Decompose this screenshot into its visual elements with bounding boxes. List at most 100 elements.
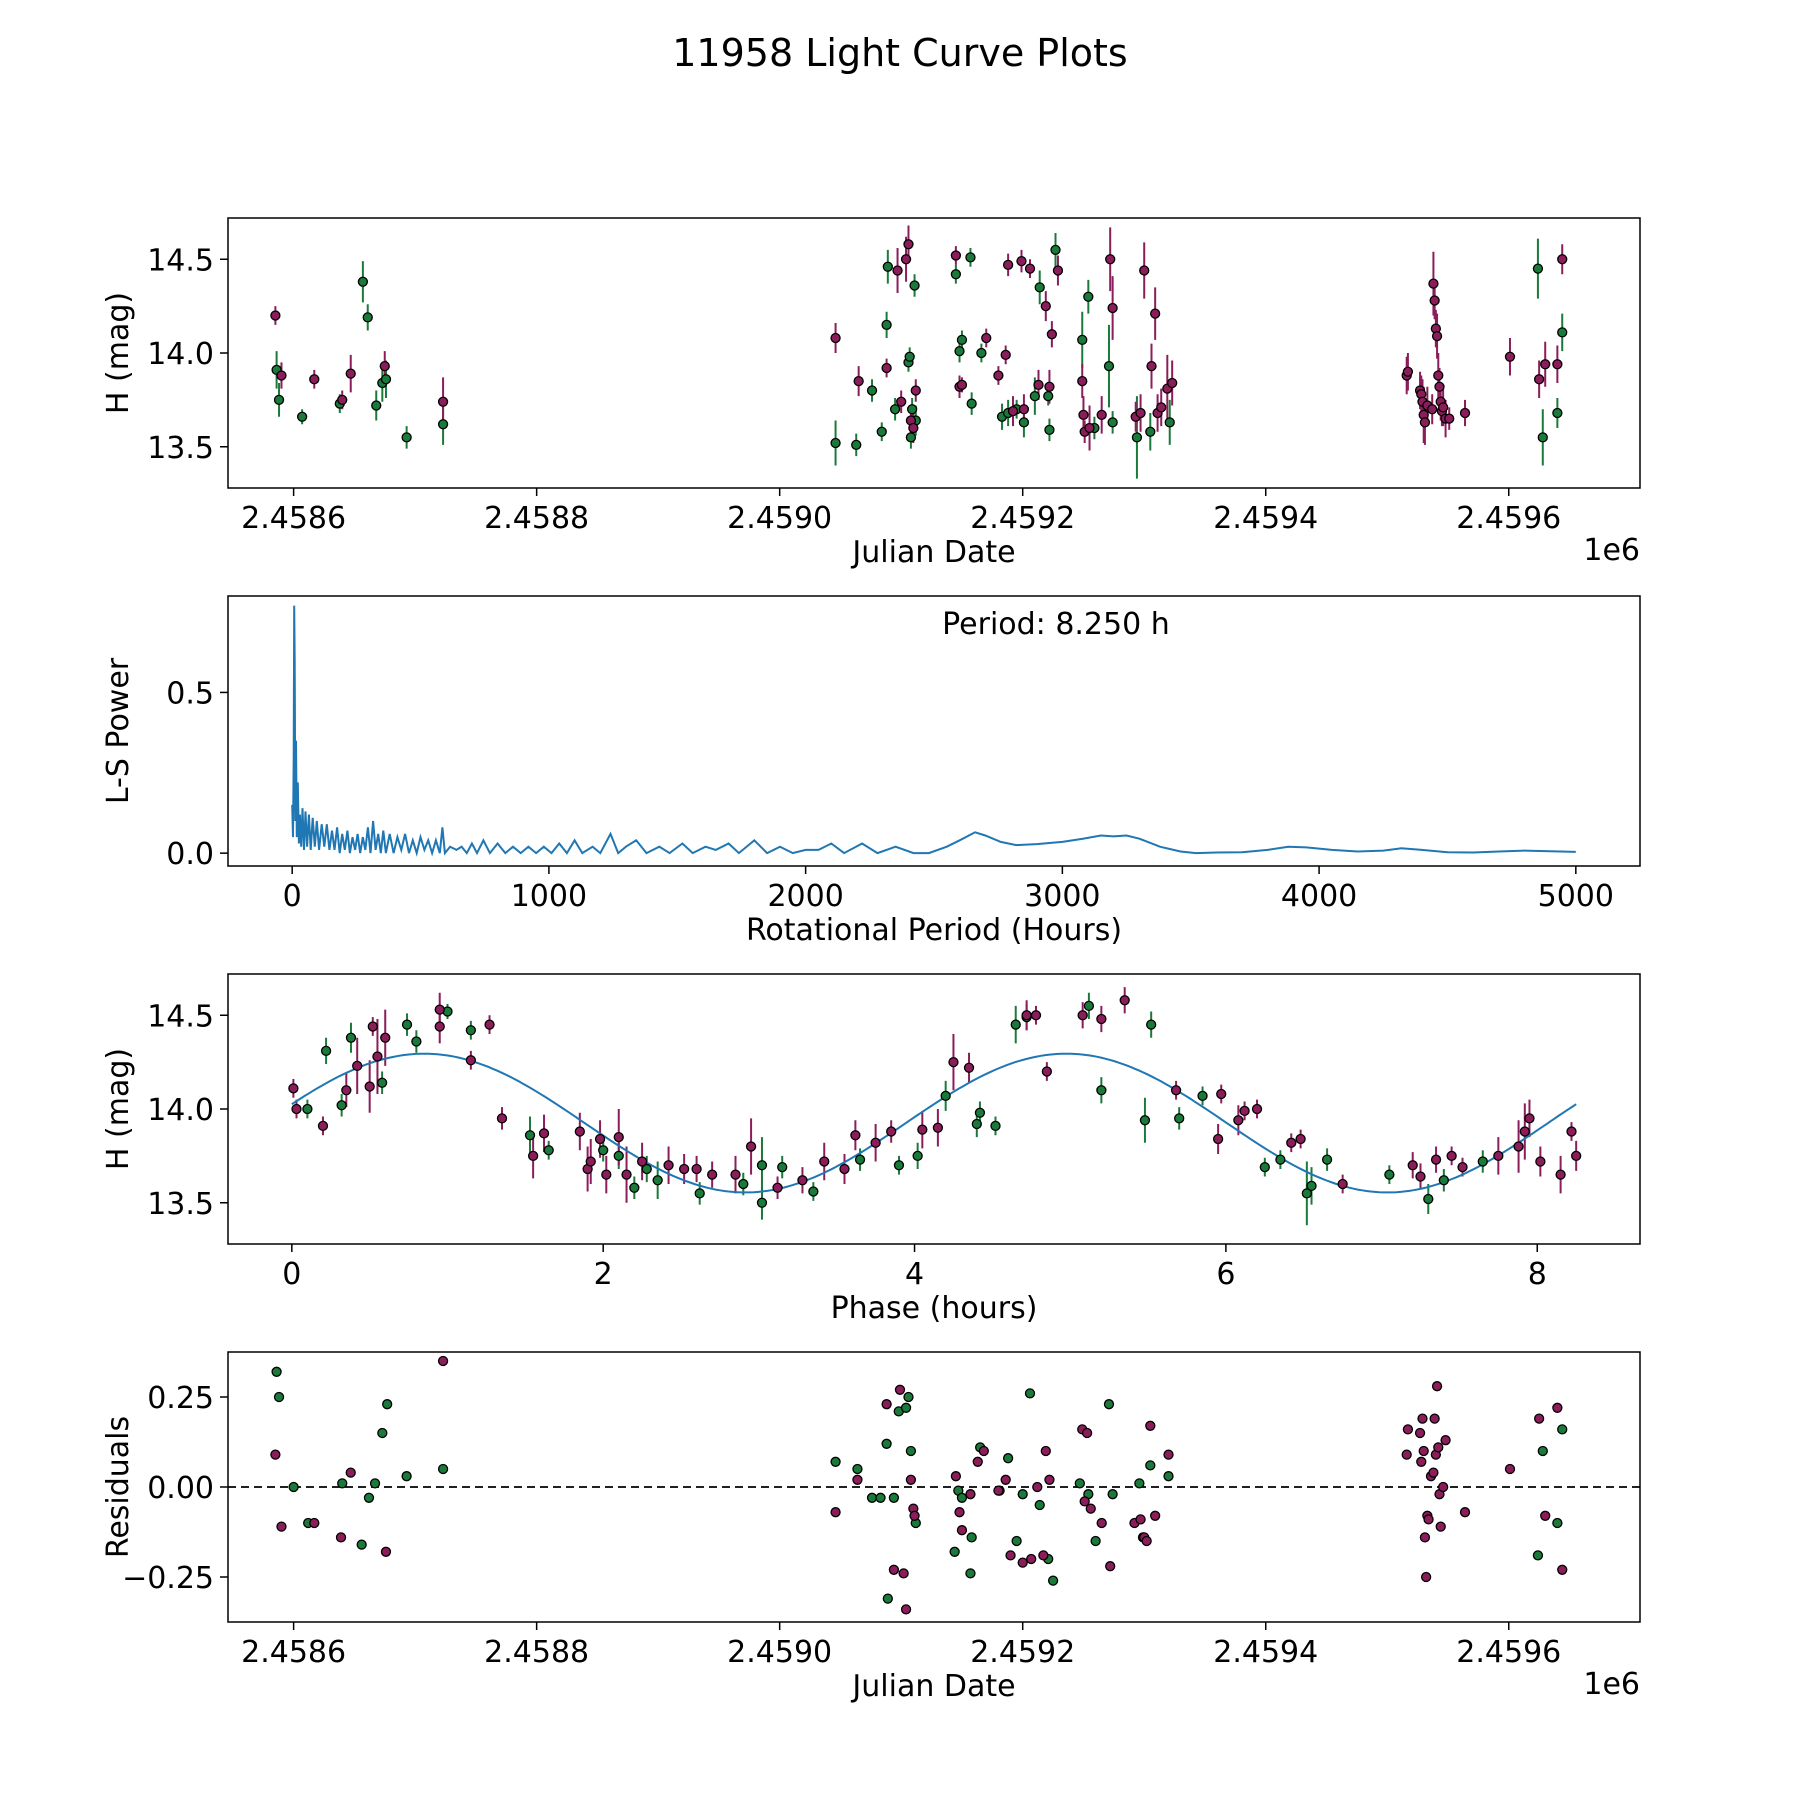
data-point [345,1032,357,1043]
data-point [678,1163,690,1175]
data-point [1418,1445,1429,1457]
data-point [1007,405,1019,417]
data-point [1259,1161,1270,1173]
data-point [594,1133,606,1145]
data-point [1402,366,1414,377]
data-point [1535,1156,1546,1167]
data-point [352,1060,363,1072]
data-point [291,1103,302,1115]
data-point [900,254,912,265]
x-tick-label: 4000 [1281,879,1357,914]
data-point [369,1478,381,1489]
data-point [881,362,892,374]
data-point [966,398,977,409]
panel-2: 0 1000 2000 3000 4000 5000 0.0 0.5 Rotational Pe… [101,595,1641,948]
data-point [1150,1510,1161,1521]
data-point [866,1492,878,1503]
data-point [1105,254,1116,265]
data-point [1074,1478,1085,1489]
data-point [1401,1449,1412,1460]
data-point [1046,329,1058,340]
data-point [839,1163,850,1175]
data-point [881,1399,892,1410]
data-point [905,1474,917,1485]
data-point [1251,1103,1263,1115]
data-point [1024,263,1036,274]
data-point [1029,390,1041,402]
y-axis-label: L-S Power [101,657,136,804]
data-point [362,312,373,323]
data-point [345,368,356,379]
data-point [1414,1427,1426,1439]
data-point [1077,375,1088,387]
data-point [830,332,841,344]
data-point [270,310,281,321]
y-tick-label: 14.5 [147,999,214,1034]
x-tick-label: 5000 [1538,879,1614,914]
data-point [1430,1154,1442,1165]
data-point [1197,1090,1208,1102]
data-point [910,385,921,396]
data-point [1096,1517,1107,1529]
data-point [1145,426,1156,437]
data-point [949,1546,960,1557]
data-point [965,1568,976,1579]
data-point [950,269,962,280]
data-point [1034,282,1045,293]
data-point [364,1081,375,1092]
y-tick-label: 14.5 [147,243,214,278]
data-point [276,370,287,381]
data-point [288,1481,299,1493]
periodogram-line [291,605,1576,857]
data-point [382,1399,393,1410]
x-tick-label: 2.4590 [727,1635,832,1670]
data-point [881,1438,892,1449]
data-point [465,1055,477,1066]
data-point [990,1120,1001,1132]
data-point [1017,1489,1028,1500]
data-point [1428,1467,1439,1478]
panel-3: 0 2 4 6 8 13.5 14.0 14.5 Phase (hours) H (mag) [101,973,1641,1326]
data-point [1435,1521,1446,1532]
data-point [1431,330,1443,342]
data-point [956,379,968,391]
data-point [296,411,308,422]
data-point [1557,327,1568,338]
data-point [756,1197,768,1208]
x-tick-label: 2.4596 [1456,501,1561,536]
y-tick-label: 0.0 [166,837,214,872]
data-point [1135,1514,1146,1525]
data-point [1163,1471,1174,1482]
data-point [1337,1178,1348,1190]
data-point [629,1182,640,1193]
data-point [954,1507,965,1518]
data-point [1532,1550,1544,1561]
x-tick-label: 2.4594 [1213,1635,1318,1670]
data-point [966,1532,977,1543]
data-point [707,1169,718,1180]
data-point [909,280,920,291]
x-tick-label: 2 [594,1257,613,1292]
data-point [1010,1019,1021,1030]
axes-frame [227,595,1641,867]
data-point [380,374,392,385]
data-point [496,1113,508,1124]
data-point [694,1188,705,1199]
data-point [367,1021,378,1032]
data-point [772,1182,783,1193]
data-point [1416,1456,1427,1467]
data-point [1533,374,1545,385]
data-point [1043,390,1054,402]
data-point [908,422,919,434]
data-point [372,1051,383,1062]
data-point [1415,1171,1426,1182]
data-point [538,1128,550,1139]
data-point [1571,1150,1582,1162]
data-point [956,1492,968,1503]
data-point [882,1593,893,1604]
x-axis-label: Phase (hours) [831,1291,1038,1326]
data-point [1000,349,1011,361]
data-point [948,1056,959,1068]
data-point [1141,1535,1152,1547]
y-tick-label: 13.5 [147,431,214,466]
